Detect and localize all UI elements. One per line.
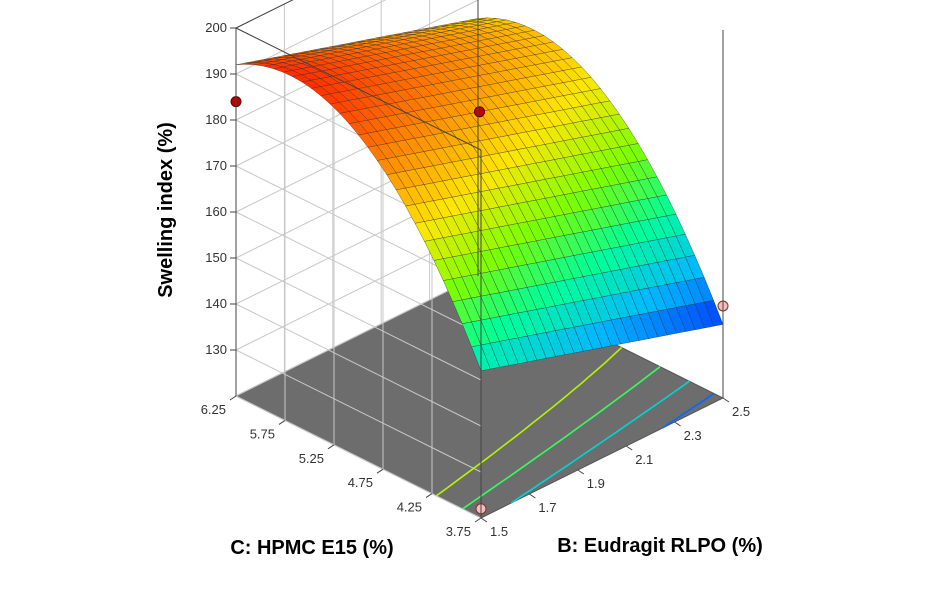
b-tick-mark [722, 397, 730, 403]
z-tick-label: 170 [205, 158, 227, 173]
left-wall-gridline [235, 211, 482, 335]
c-tick-mark [327, 444, 335, 450]
right-wall-gridline [235, 275, 479, 397]
c-tick-label: 4.25 [397, 500, 422, 515]
contour-lines [435, 346, 715, 510]
contour-line [462, 366, 661, 510]
z-tick-label: 200 [205, 20, 227, 35]
top-left-edge [235, 27, 482, 151]
c-tick-mark [376, 468, 384, 474]
b-tick-mark [577, 469, 585, 475]
contour-line [510, 380, 690, 504]
left-wall-gridline [235, 257, 482, 381]
left-wall-gridline [235, 349, 482, 473]
right-wall-gridline [235, 0, 387, 75]
tick-labels: 130 140 150 160 170 180 190 200 3.75 4.25 4.75 5.25… [201, 20, 750, 539]
b-tick-label: 2.5 [732, 404, 750, 419]
z-tick-label: 140 [205, 296, 227, 311]
b-tick-mark [529, 493, 536, 499]
c-tick-mark [425, 493, 433, 499]
contour-line [435, 346, 623, 497]
c-tick-label: 5.75 [250, 426, 275, 441]
c-tick-label: 4.75 [348, 475, 373, 490]
left-wall-gridline [235, 303, 482, 427]
c-axis-title: C: HPMC E15 (%) [230, 537, 393, 559]
b-tick-label: 2.3 [684, 428, 702, 443]
left-wall-gridline [235, 395, 482, 519]
b-tick-label: 2.1 [635, 452, 653, 467]
z-tick-label: 190 [205, 66, 227, 81]
c-tick-label: 5.25 [299, 451, 324, 466]
contour-line [662, 392, 715, 429]
z-tick-label: 160 [205, 204, 227, 219]
surface-mesh [235, 17, 724, 372]
z-axis-title: Swelling index (%) [155, 122, 177, 298]
z-tick-label: 150 [205, 250, 227, 265]
b-tick-mark [480, 517, 488, 523]
b-tick-mark [625, 445, 633, 451]
b-tick-label: 1.5 [490, 524, 508, 539]
c-tick-label: 6.25 [201, 402, 226, 417]
design-points-above [230, 96, 485, 118]
z-tick-label: 130 [205, 342, 227, 357]
top-right-edge [235, 0, 294, 29]
b-axis-title: B: Eudragit RLPO (%) [557, 535, 763, 557]
design-point [474, 106, 485, 118]
c-tick-mark [278, 419, 286, 425]
b-tick-label: 1.7 [538, 500, 556, 515]
c-tick-mark [474, 517, 482, 523]
z-tick-label: 180 [205, 112, 227, 127]
b-tick-mark [674, 421, 681, 427]
c-tick-mark [229, 395, 237, 401]
c-tick-label: 3.75 [446, 524, 471, 539]
b-tick-label: 1.9 [587, 476, 605, 491]
